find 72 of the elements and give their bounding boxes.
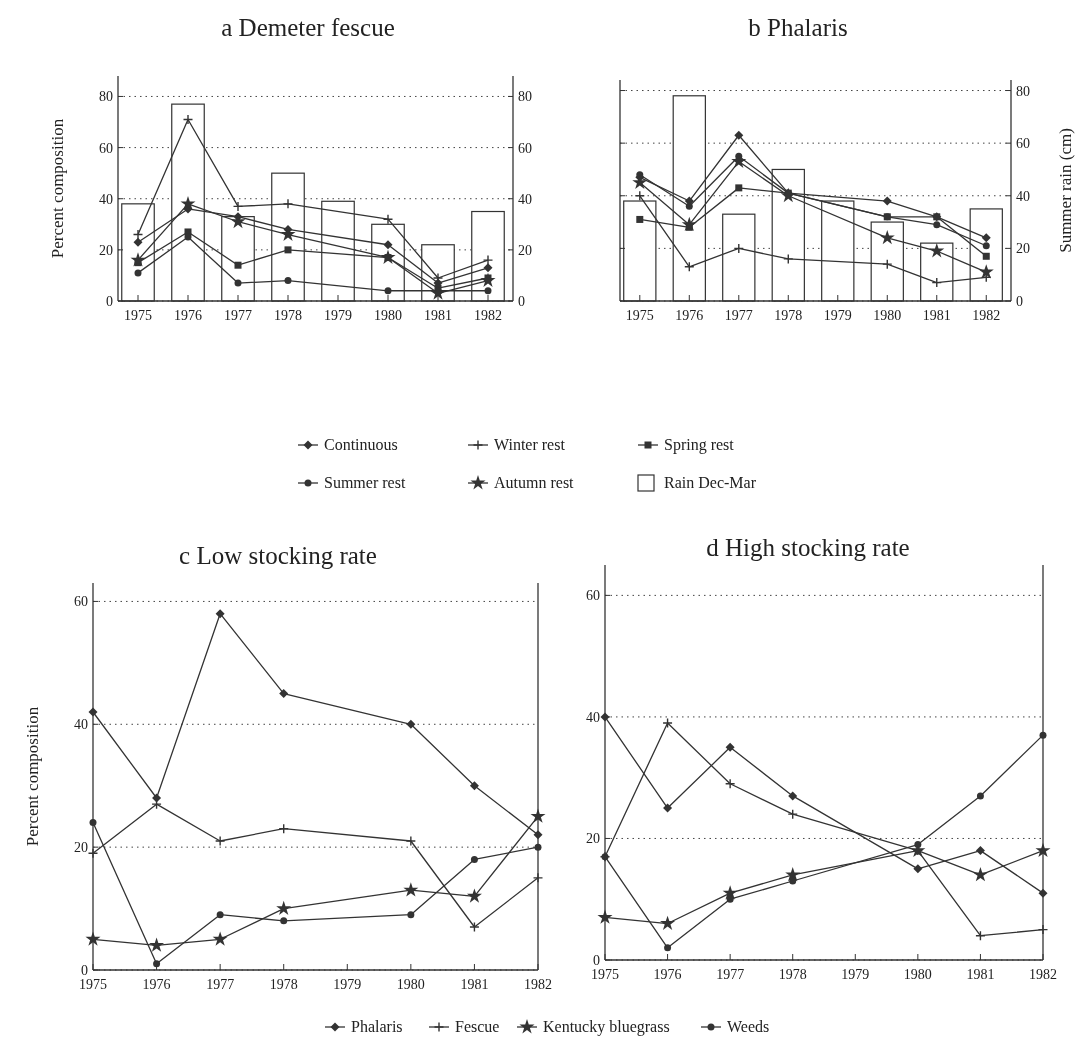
x-tick-label: 1981 <box>966 967 995 982</box>
y-axis-title: Percent composition <box>48 118 67 259</box>
y-tick-label: 0 <box>593 953 600 968</box>
legend-label: Autumn rest <box>494 474 575 491</box>
y2-tick-label: 40 <box>1016 188 1030 204</box>
y2-tick-label: 40 <box>518 191 532 207</box>
x-tick-label: 1982 <box>1029 967 1057 982</box>
legend-label: Winter rest <box>494 436 566 453</box>
y-tick-label: 80 <box>99 89 113 105</box>
y-tick-label: 20 <box>74 840 88 856</box>
legend-label: Continuous <box>324 436 398 453</box>
y2-tick-label: 60 <box>518 140 532 156</box>
x-tick-label: 1976 <box>142 977 171 992</box>
legend-label: Fescue <box>455 1018 500 1035</box>
legend-label: Summer rest <box>324 474 406 491</box>
x-tick-label: 1981 <box>460 977 489 992</box>
x-tick-label: 1980 <box>873 308 902 323</box>
x-tick-label: 1982 <box>972 308 1001 323</box>
x-tick-label: 1979 <box>841 967 870 982</box>
legend-label: Weeds <box>727 1018 770 1035</box>
x-tick-label: 1981 <box>424 308 452 323</box>
x-tick-label: 1978 <box>778 967 807 982</box>
x-tick-label: 1980 <box>396 977 425 992</box>
x-tick-label: 1976 <box>653 967 682 982</box>
y2-tick-label: 20 <box>1016 241 1030 257</box>
y-tick-label: 60 <box>99 140 113 156</box>
x-tick-label: 1981 <box>922 308 951 323</box>
y-tick-label: 20 <box>586 831 600 847</box>
x-tick-label: 1976 <box>174 308 202 323</box>
x-tick-label: 1977 <box>206 977 235 992</box>
y-tick-label: 20 <box>99 242 113 258</box>
x-tick-label: 1978 <box>274 308 302 323</box>
x-tick-label: 1976 <box>675 308 704 323</box>
y-tick-label: 40 <box>99 191 113 207</box>
y2-tick-label: 80 <box>518 89 532 105</box>
x-tick-label: 1980 <box>903 967 932 982</box>
y-tick-label: 60 <box>74 594 88 610</box>
x-tick-label: 1975 <box>79 977 107 992</box>
y2-tick-label: 80 <box>1016 83 1030 99</box>
x-tick-label: 1979 <box>324 308 352 323</box>
x-tick-label: 1980 <box>374 308 402 323</box>
chart-title: b Phalaris <box>748 14 848 41</box>
legend-label: Kentucky bluegrass <box>543 1018 670 1036</box>
y-tick-label: 40 <box>586 709 600 725</box>
x-tick-label: 1977 <box>724 308 753 323</box>
x-tick-label: 1977 <box>224 308 252 323</box>
chart-title: a Demeter fescue <box>221 14 395 41</box>
x-tick-label: 1982 <box>524 977 552 992</box>
y2-tick-label: 0 <box>1016 294 1023 309</box>
x-tick-label: 1982 <box>474 308 502 323</box>
y2-tick-label: 60 <box>1016 136 1030 152</box>
x-tick-label: 1979 <box>823 308 852 323</box>
x-tick-label: 1975 <box>124 308 152 323</box>
y-tick-label: 60 <box>586 588 600 604</box>
y-tick-label: 0 <box>81 963 88 978</box>
y2-tick-label: 20 <box>518 242 532 258</box>
legend-label: Phalaris <box>351 1018 403 1035</box>
y-axis-title: Percent composition <box>23 706 42 847</box>
y-tick-label: 0 <box>106 294 113 309</box>
x-tick-label: 1978 <box>774 308 803 323</box>
x-tick-label: 1978 <box>269 977 298 992</box>
y2-tick-label: 0 <box>518 294 525 309</box>
x-tick-label: 1977 <box>716 967 745 982</box>
legend-label: Rain Dec-Mar <box>664 474 757 491</box>
y2-axis-title: Summer rain (cm) <box>1056 128 1075 253</box>
chart-title: d High stocking rate <box>706 534 910 561</box>
y-tick-label: 40 <box>74 717 88 733</box>
legend-label: Spring rest <box>664 436 735 454</box>
x-tick-label: 1975 <box>591 967 619 982</box>
chart-title: c Low stocking rate <box>179 542 377 569</box>
x-tick-label: 1975 <box>625 308 654 323</box>
x-tick-label: 1979 <box>333 977 362 992</box>
